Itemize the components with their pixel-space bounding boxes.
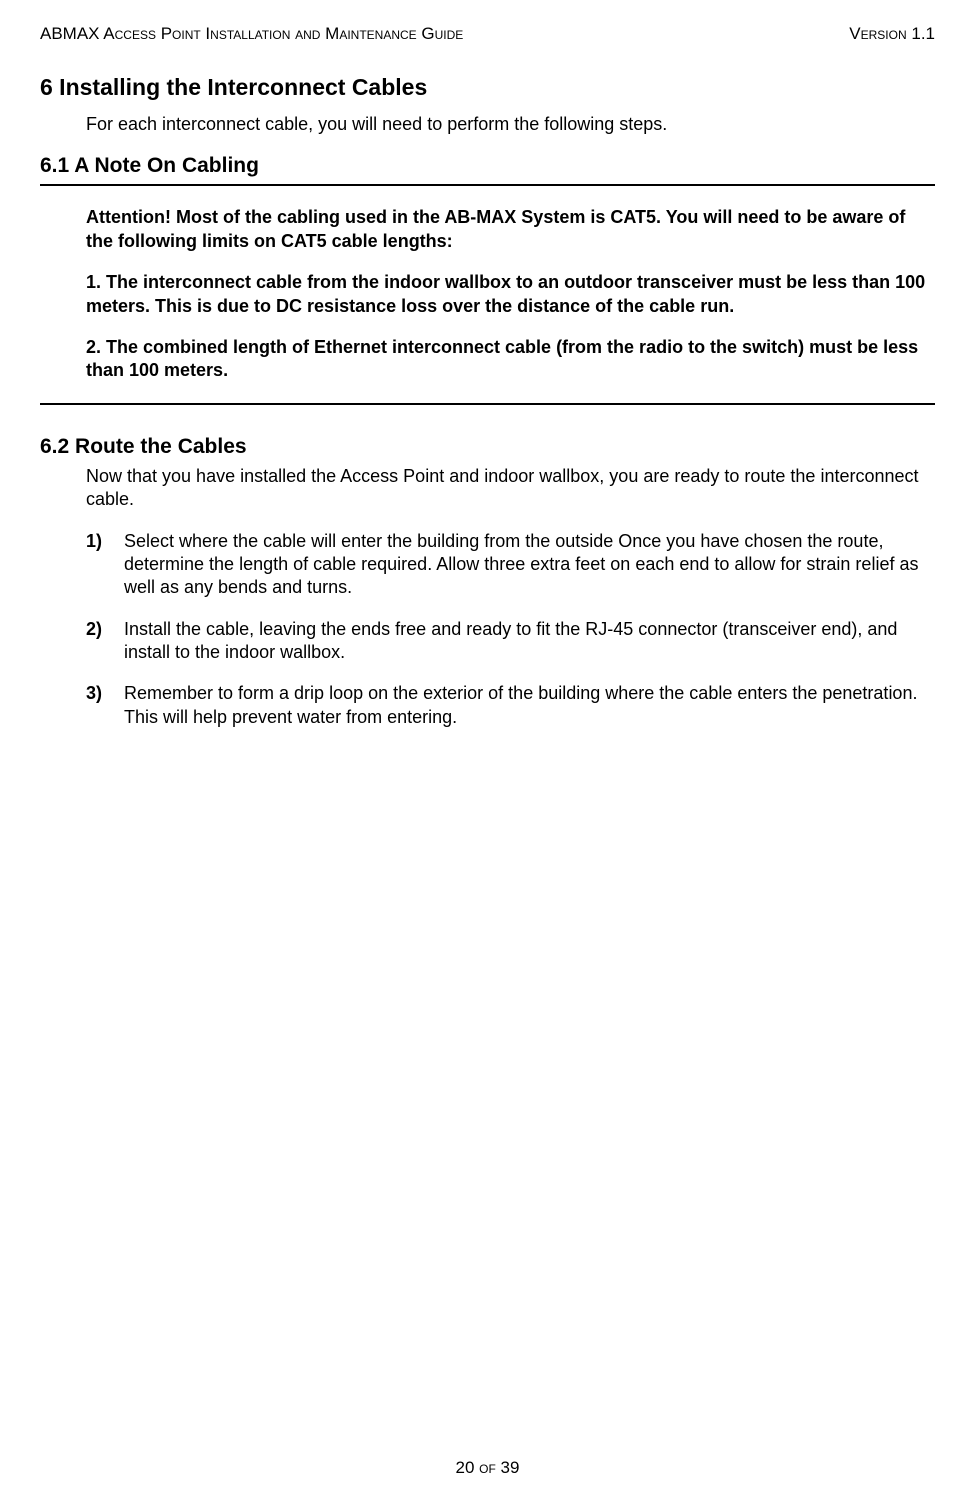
page-footer: 20 of 39 <box>0 1458 975 1478</box>
step-marker: 3) <box>86 682 124 729</box>
section-6-title: 6 Installing the Interconnect Cables <box>40 74 935 101</box>
page-header: ABMAX Access Point Installation and Main… <box>40 24 935 44</box>
doc-version: Version 1.1 <box>849 24 935 44</box>
step-marker: 2) <box>86 618 124 665</box>
step-item: 2) Install the cable, leaving the ends f… <box>86 618 935 665</box>
section-6-2-title: 6.2 Route the Cables <box>40 435 935 459</box>
section-6-intro: For each interconnect cable, you will ne… <box>86 113 935 136</box>
attention-box: Attention! Most of the cabling used in t… <box>40 184 935 404</box>
doc-title: ABMAX Access Point Installation and Main… <box>40 24 463 44</box>
step-text: Install the cable, leaving the ends free… <box>124 618 935 665</box>
attention-line-3: 2. The combined length of Ethernet inter… <box>86 336 935 383</box>
attention-line-2: 1. The interconnect cable from the indoo… <box>86 271 935 318</box>
step-item: 3) Remember to form a drip loop on the e… <box>86 682 935 729</box>
attention-line-1: Attention! Most of the cabling used in t… <box>86 206 935 253</box>
section-6-2-intro: Now that you have installed the Access P… <box>86 465 935 512</box>
step-text: Select where the cable will enter the bu… <box>124 530 935 600</box>
step-item: 1) Select where the cable will enter the… <box>86 530 935 600</box>
step-text: Remember to form a drip loop on the exte… <box>124 682 935 729</box>
step-marker: 1) <box>86 530 124 600</box>
section-6-1-title: 6.1 A Note On Cabling <box>40 154 935 178</box>
page-number: 20 of 39 <box>456 1458 520 1477</box>
